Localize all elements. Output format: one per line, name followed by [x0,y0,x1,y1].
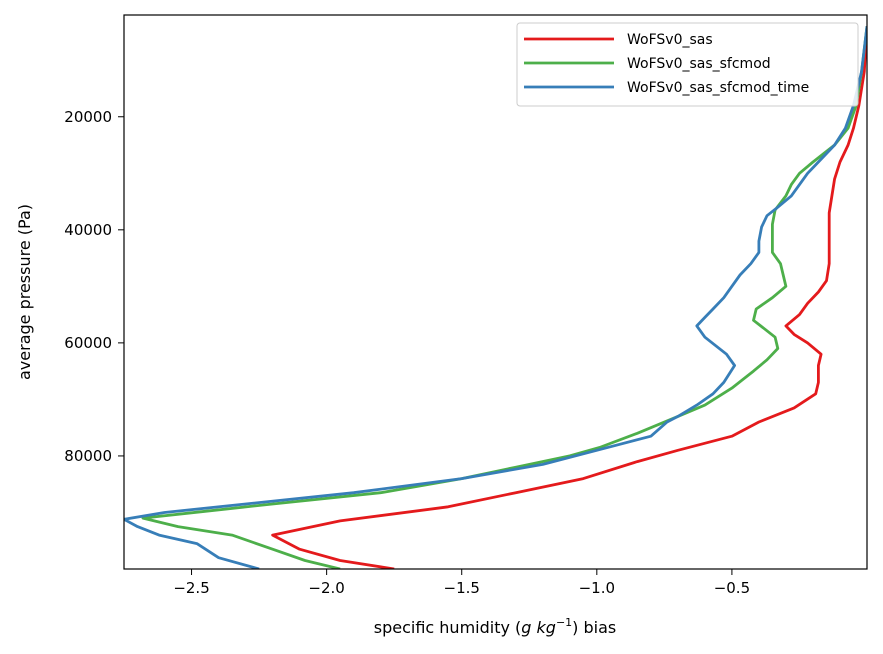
x-tick-label: −1.0 [579,579,615,597]
y-axis-label: average pressure (Pa) [15,204,34,380]
x-tick-label: −0.5 [714,579,750,597]
x-axis-label-unit: g kg [521,618,556,637]
series-layer [124,26,867,569]
y-tick-label: 60000 [64,334,112,352]
y-axis: 20000 40000 60000 80000 [64,108,124,465]
legend: WoFSv0_sas WoFSv0_sas_sfcmod WoFSv0_sas_sf… [516,22,859,107]
x-tick-label: −2.0 [308,579,344,597]
series-line-wofsv0-sas-sfcmod [141,26,867,569]
legend-entry-label: WoFSv0_sas [627,32,713,48]
x-axis-label-exponent: −1 [556,616,572,629]
x-axis: −2.5 −2.0 −1.5 −1.0 −0.5 [173,569,750,597]
series-line-wofsv0-sas [271,26,867,569]
y-tick-label: 20000 [64,108,112,126]
legend-entry-label: WoFSv0_sas_sfcmod_time [627,80,809,96]
x-axis-label-prefix: specific humidity ( [374,618,522,637]
y-tick-label: 80000 [64,447,112,465]
legend-entry-label: WoFSv0_sas_sfcmod [627,56,771,72]
plot-frame [123,14,868,570]
series-line-wofsv0-sas-sfcmod-time [124,26,867,569]
x-tick-label: −1.5 [444,579,480,597]
legend-box [516,22,859,107]
x-axis-label: specific humidity (g kg−1) bias [374,616,617,637]
x-tick-label: −2.5 [173,579,209,597]
y-tick-label: 40000 [64,221,112,239]
x-axis-label-suffix: ) bias [572,618,616,637]
